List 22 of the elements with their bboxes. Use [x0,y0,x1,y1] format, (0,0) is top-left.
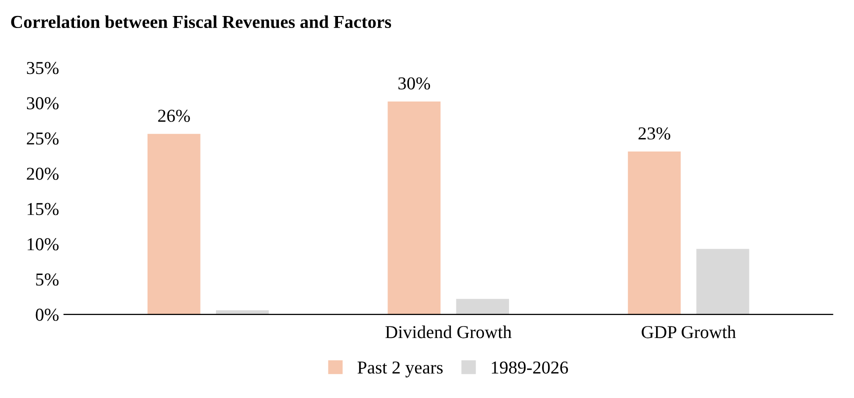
y-tick-label: 5% [36,273,59,286]
chart-title: Correlation between Fiscal Revenues and Factors [11,15,392,28]
data-label: 26% [158,110,190,122]
y-tick-label: 10% [28,238,59,250]
bar [216,310,269,314]
y-tick-label: 0% [36,308,59,321]
bar [388,102,441,314]
y-tick-label: 20% [26,168,59,180]
legend-label: Past 2 years [358,362,443,378]
legend-label: 1989-2026 [492,361,568,374]
y-tick-label: 15% [28,202,59,216]
y-tick-label: 35% [26,62,59,74]
bar [148,134,200,314]
bar [456,298,509,314]
bar [628,152,681,314]
data-label: 23% [638,127,670,140]
x-tick-label: GDP Growth [642,326,736,338]
bar [696,248,750,314]
y-tick-label: 30% [26,97,59,110]
x-tick-label: Dividend Growth [385,326,512,338]
y-tick-label: 25% [26,132,59,145]
data-label: 30% [398,77,430,90]
